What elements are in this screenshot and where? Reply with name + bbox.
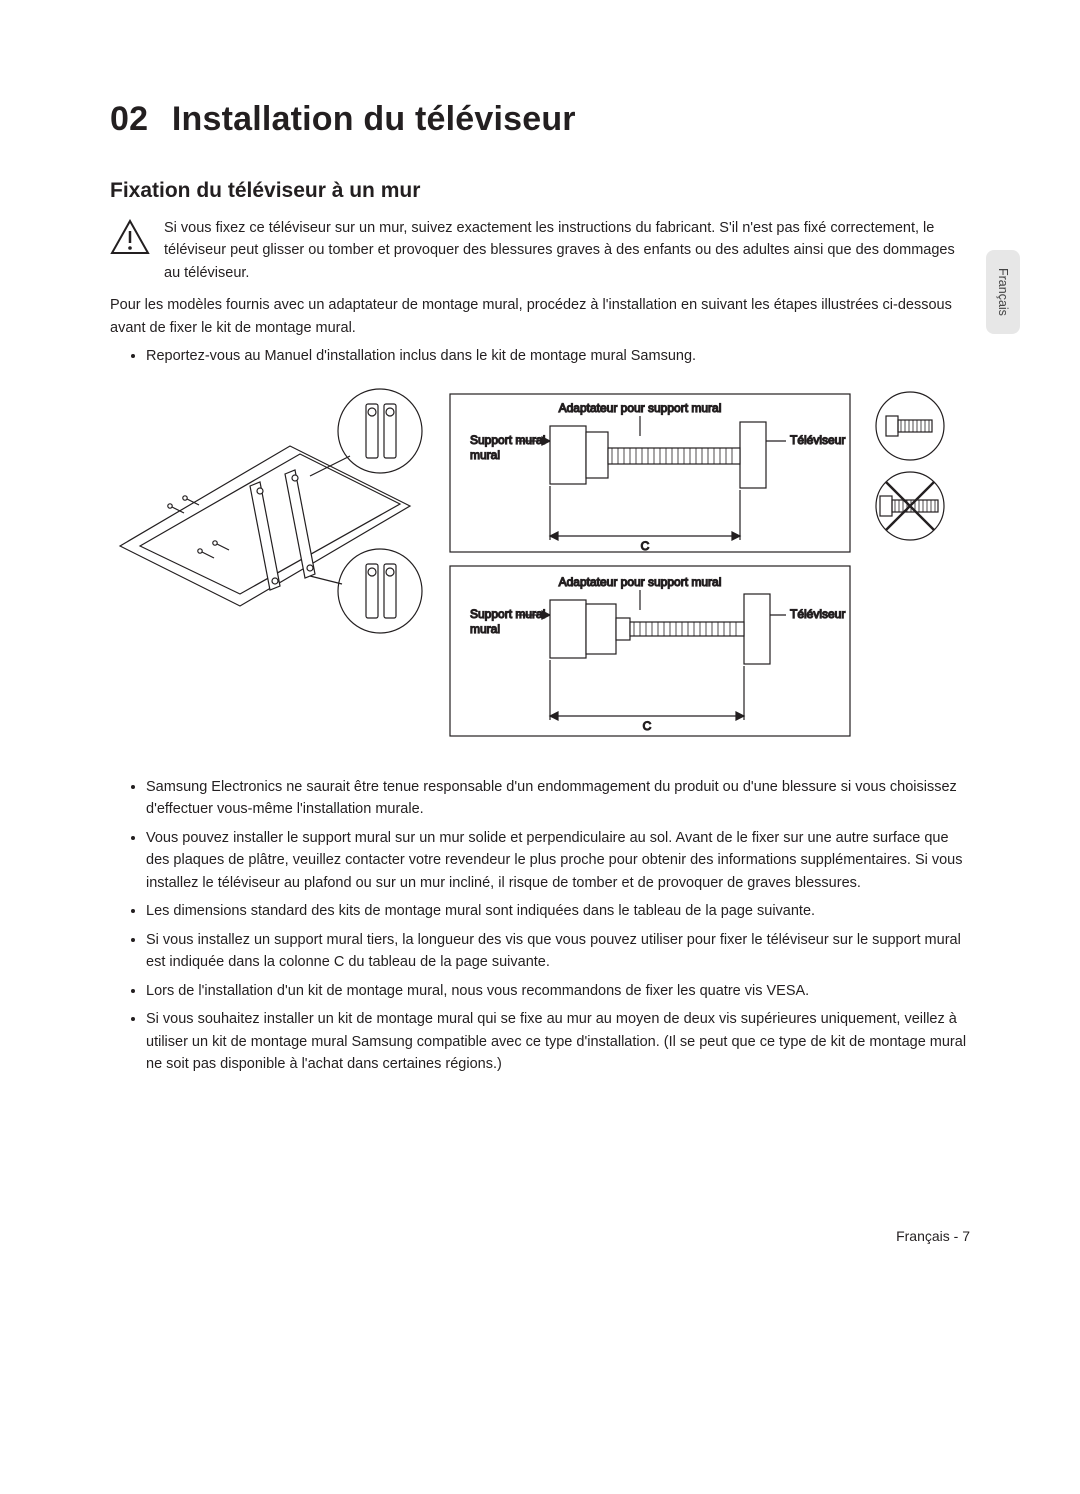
diagram-label-tv: Téléviseur	[790, 433, 845, 447]
language-tab: Français	[986, 250, 1020, 334]
diagram-label-c2: C	[643, 719, 652, 733]
warning-icon	[110, 219, 150, 260]
page-footer: Français - 7	[896, 1228, 970, 1244]
list-item: Samsung Electronics ne saurait être tenu…	[146, 776, 970, 821]
diagram-label-adapter: Adaptateur pour support mural	[559, 401, 722, 415]
warning-block: Si vous fixez ce téléviseur sur un mur, …	[110, 217, 970, 284]
section-number: 02	[110, 100, 148, 138]
diagram-label-support: Support mural	[470, 433, 545, 447]
language-tab-label: Français	[996, 268, 1010, 316]
installation-diagram: Adaptateur pour support mural Support mu…	[110, 386, 970, 746]
diagram-label-support2: Support mural	[470, 607, 545, 621]
section-title-text: Installation du téléviseur	[172, 100, 576, 138]
list-item: Si vous souhaitez installer un kit de mo…	[146, 1008, 970, 1075]
subheading: Fixation du téléviseur à un mur	[110, 179, 970, 203]
diagram-label-tv2: Téléviseur	[790, 607, 845, 621]
svg-text:mural: mural	[470, 622, 500, 636]
list-item: Reportez-vous au Manuel d'installation i…	[146, 345, 970, 367]
intro-followup: Pour les modèles fournis avec un adaptat…	[110, 294, 970, 339]
svg-text:mural: mural	[470, 448, 500, 462]
warning-text: Si vous fixez ce téléviseur sur un mur, …	[164, 217, 970, 284]
diagram-label-adapter2: Adaptateur pour support mural	[559, 575, 722, 589]
list-item: Vous pouvez installer le support mural s…	[146, 827, 970, 894]
bottom-bullet-list: Samsung Electronics ne saurait être tenu…	[130, 776, 970, 1076]
top-bullet-list: Reportez-vous au Manuel d'installation i…	[130, 345, 970, 367]
list-item: Les dimensions standard des kits de mont…	[146, 900, 970, 922]
diagram-label-c: C	[641, 539, 650, 553]
list-item: Si vous installez un support mural tiers…	[146, 929, 970, 974]
section-heading: 02 Installation du téléviseur	[110, 100, 970, 139]
list-item: Lors de l'installation d'un kit de monta…	[146, 980, 970, 1002]
